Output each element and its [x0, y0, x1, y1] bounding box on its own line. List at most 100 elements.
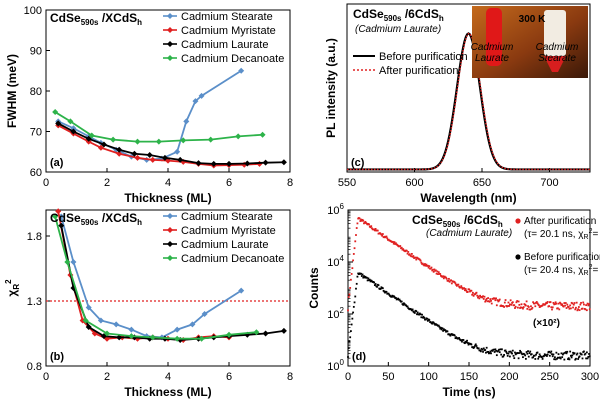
data-point — [131, 150, 138, 157]
decay-point — [491, 350, 494, 352]
decay-point — [503, 353, 505, 356]
decay-point — [554, 358, 557, 361]
decay-point — [351, 267, 354, 270]
decay-point — [412, 255, 415, 257]
decay-point — [485, 351, 487, 354]
decay-point — [467, 343, 470, 346]
decay-point — [524, 357, 527, 360]
x-tick-label: 650 — [473, 177, 491, 189]
decay-point — [489, 350, 492, 353]
decay-point — [355, 282, 358, 285]
decay-point — [573, 302, 576, 304]
x-tick-label: 2 — [104, 177, 110, 189]
decay-point — [557, 302, 560, 305]
decay-point — [351, 317, 354, 320]
decay-point — [577, 358, 580, 360]
decay-point — [388, 294, 391, 296]
y-tick-label: 100 — [327, 358, 344, 373]
decay-point — [551, 355, 554, 358]
decay-point — [568, 307, 571, 310]
decay-point — [575, 353, 578, 356]
decay-point — [551, 353, 553, 356]
decay-point — [534, 305, 537, 308]
decay-point — [556, 356, 559, 359]
decay-point — [531, 306, 534, 309]
panel-label: (b) — [50, 351, 64, 363]
decay-point — [588, 303, 590, 305]
decay-point — [577, 308, 580, 311]
data-point — [67, 118, 74, 125]
data-point — [201, 311, 208, 317]
decay-point — [561, 353, 564, 356]
data-point — [253, 329, 260, 336]
decay-point — [381, 233, 384, 235]
decay-point — [569, 304, 572, 307]
x-tick-label: 8 — [287, 177, 293, 189]
decay-point — [524, 354, 527, 357]
data-point — [189, 321, 196, 328]
x-tick-label: 700 — [540, 177, 558, 189]
legend-marker — [515, 254, 521, 260]
decay-point — [581, 307, 584, 310]
decay-point — [520, 303, 523, 306]
decay-point — [506, 305, 509, 307]
x-tick-label: 200 — [500, 371, 518, 383]
decay-point — [511, 352, 513, 355]
decay-point — [507, 352, 510, 355]
decay-point — [445, 277, 448, 280]
decay-point — [423, 264, 426, 267]
decay-point — [400, 246, 403, 249]
decay-point — [572, 303, 575, 306]
decay-point — [585, 309, 588, 312]
decay-point — [500, 353, 503, 356]
decay-point — [456, 284, 458, 287]
decay-point — [508, 350, 511, 353]
y-axis-label: Counts — [307, 267, 321, 309]
decay-point — [426, 317, 429, 320]
decay-point — [484, 300, 487, 303]
decay-point — [565, 352, 568, 355]
y-tick-label: 90 — [30, 46, 42, 58]
inset-label: Stearate — [538, 53, 576, 64]
decay-point — [408, 253, 411, 256]
decay-point — [419, 313, 422, 316]
decay-point — [534, 358, 537, 360]
panel-title: CdSe590s /6CdSh — [353, 7, 444, 23]
x-tick-label: 4 — [165, 371, 171, 383]
data-point — [238, 287, 245, 294]
data-point — [82, 317, 89, 324]
decay-point — [414, 256, 417, 259]
panel-c: 550 600 650 700 Wavelength (nm) PL intensity … — [324, 3, 591, 205]
x-tick-label: 600 — [405, 177, 423, 189]
decay-point — [567, 306, 570, 308]
decay-point — [360, 275, 363, 277]
data-point — [161, 154, 168, 161]
decay-point — [549, 351, 552, 354]
decay-point — [586, 302, 589, 305]
decay-point — [556, 307, 559, 310]
decay-point — [393, 241, 396, 244]
y-tick-label: 106 — [327, 202, 344, 217]
decay-point — [498, 299, 500, 302]
decay-point — [584, 308, 587, 311]
vial-laurate — [486, 8, 502, 66]
decay-point — [433, 268, 436, 271]
decay-point — [585, 357, 588, 360]
series-line — [57, 124, 260, 167]
legend-marker — [167, 41, 173, 47]
decay-point — [352, 305, 355, 308]
decay-point — [432, 321, 435, 324]
decay-point — [463, 342, 466, 345]
decay-point — [471, 291, 474, 294]
decay-point — [574, 308, 577, 311]
decay-point — [506, 354, 509, 357]
decay-point — [426, 319, 429, 322]
decay-point — [471, 293, 474, 296]
decay-point — [448, 277, 450, 280]
data-point — [259, 131, 266, 138]
decay-point — [493, 297, 496, 300]
decay-point — [559, 301, 561, 304]
decay-point — [487, 350, 490, 353]
series-line — [60, 216, 242, 339]
decay-point — [588, 353, 590, 355]
